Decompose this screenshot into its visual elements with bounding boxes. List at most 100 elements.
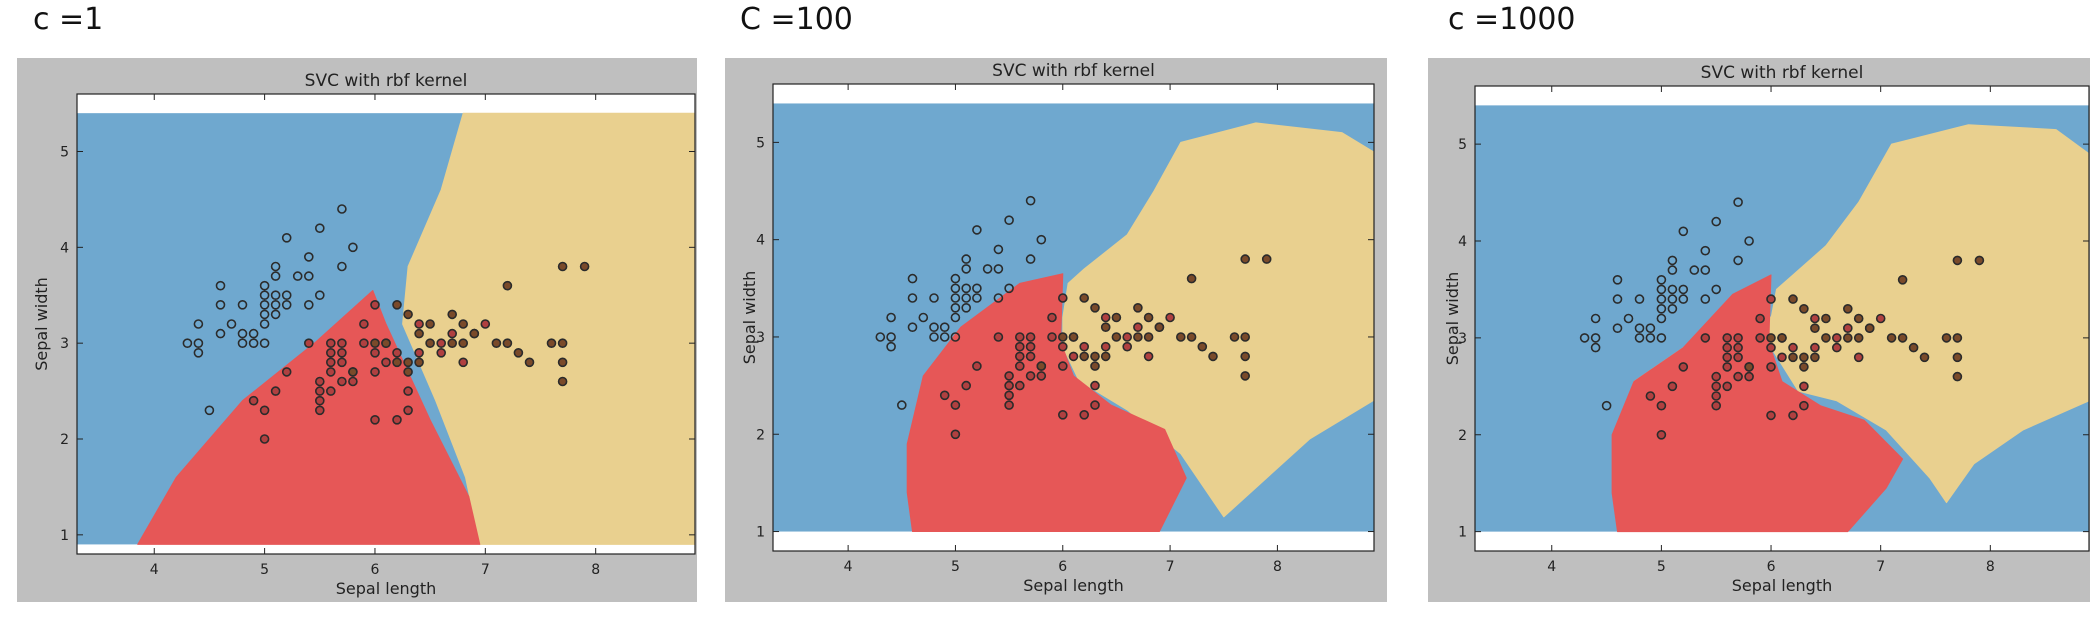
data-point-class-1: [1777, 352, 1787, 363]
data-point-class-0: [1645, 333, 1656, 343]
data-point-class-0: [907, 322, 918, 333]
data-point-class-0: [875, 332, 886, 342]
data-point-class-0: [961, 264, 971, 274]
data-point-class-1: [1788, 342, 1798, 353]
data-point-class-1: [1068, 351, 1079, 362]
data-point-class-0: [215, 280, 226, 291]
data-point-class-2: [1864, 323, 1875, 334]
data-point-class-1: [1014, 361, 1025, 371]
y-tick-label: 2: [1458, 428, 1467, 444]
data-point-class-0: [270, 271, 281, 281]
data-point-class-2: [458, 319, 469, 329]
data-point-class-0: [1590, 333, 1601, 343]
data-point-class-0: [292, 271, 303, 281]
data-point-class-0: [1678, 284, 1689, 295]
data-point-class-1: [1133, 322, 1143, 333]
data-point-class-0: [1623, 313, 1634, 324]
y-tick-label: 1: [60, 528, 69, 544]
y-tick-label: 1: [1458, 525, 1467, 541]
data-point-class-0: [348, 242, 358, 253]
data-point-class-1: [1766, 362, 1776, 372]
data-point-class-0: [303, 271, 314, 281]
data-point-class-1: [1014, 351, 1025, 362]
axes-frame: [76, 93, 696, 555]
data-point-class-0: [248, 338, 259, 349]
data-point-class-1: [314, 376, 325, 387]
figure-c1000: 4 5 6 7 8 1 2 3 4 5 SVC with rbf kernel Sepal lengt…: [1428, 58, 2090, 602]
data-point-class-0: [215, 328, 226, 339]
data-point-class-1: [259, 405, 270, 416]
data-point-class-2: [392, 357, 402, 368]
data-point-class-0: [237, 300, 248, 310]
data-point-class-1: [1025, 332, 1036, 342]
data-point-class-0: [982, 264, 993, 274]
data-point-class-2: [1100, 322, 1111, 333]
data-point-class-0: [972, 225, 982, 235]
data-point-class-1: [1722, 342, 1733, 353]
data-point-class-1: [1079, 341, 1090, 352]
data-point-class-0: [281, 233, 292, 243]
data-point-class-2: [1941, 333, 1952, 343]
data-point-class-0: [993, 244, 1004, 255]
data-point-class-2: [1186, 332, 1197, 342]
data-point-class-0: [993, 293, 1004, 303]
data-point-class-2: [1919, 352, 1930, 363]
data-point-class-1: [1711, 391, 1722, 401]
data-point-class-2: [1799, 304, 1809, 314]
data-point-class-2: [1090, 351, 1100, 362]
data-point-class-2: [403, 357, 413, 368]
region-class-2: [402, 112, 695, 545]
panel-heading-c100: C =100: [740, 2, 853, 37]
data-point-class-0: [1612, 323, 1623, 334]
data-point-class-1: [1165, 312, 1175, 323]
data-point-class-0: [1733, 255, 1743, 266]
x-tick-label: 8: [1273, 559, 1282, 575]
data-point-class-0: [886, 312, 896, 323]
data-point-class-0: [215, 300, 226, 310]
data-point-class-2: [1744, 362, 1754, 372]
y-tick-label: 4: [1458, 234, 1467, 250]
data-point-class-1: [1100, 341, 1111, 352]
data-point-class-1: [1711, 371, 1722, 382]
data-point-class-2: [414, 328, 424, 339]
y-tick-label: 5: [756, 135, 765, 151]
data-point-class-1: [392, 347, 402, 358]
data-point-class-1: [370, 367, 380, 377]
data-point-class-1: [370, 347, 380, 358]
data-point-class-0: [939, 332, 950, 342]
data-point-class-2: [557, 261, 568, 272]
data-point-class-1: [1014, 380, 1025, 391]
data-point-class-1: [325, 357, 336, 368]
data-point-class-2: [1952, 371, 1963, 382]
data-point-class-1: [480, 319, 491, 329]
data-point-class-1: [381, 357, 391, 368]
data-point-class-0: [1579, 333, 1590, 343]
data-point-class-1: [1036, 371, 1047, 381]
chart-svc-c100: 4 5 6 7 8 1 2 3 4 5 SVC with rbf kernel Sepal lengt…: [740, 61, 1375, 595]
data-point-class-0: [248, 328, 259, 339]
data-point-class-2: [1799, 362, 1809, 372]
data-point-class-0: [950, 332, 961, 342]
data-point-class-2: [1240, 351, 1251, 362]
data-point-class-0: [1656, 304, 1667, 314]
data-point-class-2: [381, 338, 391, 349]
data-point-class-2: [1842, 304, 1853, 314]
data-point-class-1: [1025, 341, 1036, 352]
data-point-class-0: [259, 319, 270, 329]
data-point-class-0: [1025, 254, 1036, 264]
chart-svc-c1: 4 5 6 7 8 1 2 3 4 5 SVC with rbf kernel Sepal lengt…: [32, 71, 696, 598]
data-point-class-2: [1111, 332, 1122, 342]
y-tick-label: 4: [60, 240, 69, 256]
data-point-class-0: [972, 293, 982, 303]
data-point-class-2: [1240, 371, 1251, 381]
data-point-class-1: [1057, 361, 1068, 371]
data-point-class-0: [1634, 333, 1645, 343]
data-point-class-1: [1656, 400, 1667, 411]
data-point-class-2: [1810, 323, 1820, 334]
data-point-class-1: [1842, 323, 1853, 334]
data-point-class-1: [337, 376, 347, 387]
data-point-class-2: [1810, 352, 1820, 363]
data-point-class-1: [1799, 381, 1809, 392]
data-point-class-0: [1656, 313, 1667, 324]
data-point-class-0: [303, 300, 314, 310]
